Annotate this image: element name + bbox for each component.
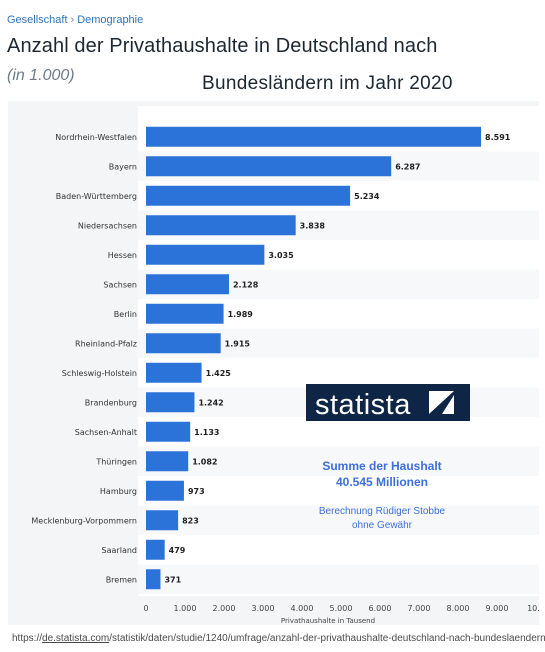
breadcrumb-link-gesellschaft[interactable]: Gesellschaft	[7, 14, 68, 26]
data-label: 1.242	[198, 398, 223, 407]
x-tick-label: 8.000	[447, 604, 470, 613]
data-label: 5.234	[354, 192, 380, 201]
breadcrumb-separator: ›	[70, 14, 75, 26]
sum-annotation-line1: Summe der Haushalt	[322, 459, 441, 473]
bar	[146, 480, 184, 501]
bar	[146, 451, 189, 472]
category-label: Niedersachsen	[78, 221, 137, 230]
x-tick-label: 4.000	[291, 604, 314, 613]
category-label: Rheinland-Pfalz	[75, 339, 137, 348]
breadcrumb-link-demographie[interactable]: Demographie	[77, 14, 144, 26]
category-label: Schleswig-Holstein	[62, 369, 137, 378]
bar	[146, 244, 265, 265]
chart-unit: (in 1.000)	[7, 67, 75, 84]
category-label: Mecklenburg-Vorpommern	[31, 516, 137, 525]
bar	[146, 333, 221, 354]
bar	[146, 539, 165, 560]
x-axis-label: Privathaushalte in Tausend	[281, 617, 375, 625]
source-url[interactable]: https://de.statista.com/statistik/daten/…	[12, 633, 545, 644]
category-label: Thüringen	[95, 457, 137, 466]
x-tick-label: 0	[143, 604, 148, 613]
data-label: 1.915	[225, 339, 251, 348]
row-band	[138, 446, 539, 476]
data-label: 8.591	[485, 133, 511, 142]
url-path: /statistik/daten/studie/1240/umfrage/anz…	[109, 633, 545, 644]
data-label: 2.128	[233, 280, 259, 289]
bar	[146, 274, 229, 295]
credit-annotation-line2: ohne Gewähr	[352, 520, 413, 531]
bar	[146, 185, 351, 206]
x-tick-label: 3.000	[252, 604, 275, 613]
category-label: Berlin	[114, 310, 137, 319]
credit-annotation-line1: Berechnung Rüdiger Stobbe	[319, 506, 446, 517]
bar	[146, 421, 191, 442]
statista-logo-mark-cut	[429, 391, 454, 414]
category-label: Hessen	[108, 251, 137, 260]
data-label: 1.989	[228, 310, 254, 319]
bar-chart: Nordrhein-Westfalen 8.591 Bayern 6.287 Baden…	[31, 106, 539, 625]
breadcrumb: Gesellschaft › Demographie	[7, 14, 143, 26]
data-label: 823	[182, 516, 199, 525]
bar	[146, 156, 392, 177]
category-label: Brandenburg	[85, 398, 137, 407]
chart-title-line2: Bundesländern im Jahr 2020	[202, 73, 453, 94]
category-label: Bayern	[109, 162, 137, 171]
category-label: Saarland	[102, 546, 137, 555]
data-label: 371	[164, 575, 181, 584]
category-label: Sachsen	[103, 280, 137, 289]
bar	[146, 215, 296, 236]
x-tick-label: 6.000	[369, 604, 392, 613]
chart-title: Anzahl der Privathaushalte in Deutschlan…	[7, 35, 438, 57]
x-tick-label: 5.000	[330, 604, 353, 613]
x-tick-label: 1.000	[174, 604, 197, 613]
data-label: 1.082	[192, 457, 217, 466]
data-label: 1.133	[194, 428, 219, 437]
bar	[146, 569, 161, 590]
bar	[146, 362, 202, 383]
data-label: 3.035	[268, 251, 294, 260]
category-label: Hamburg	[100, 487, 137, 496]
data-label: 1.425	[206, 369, 232, 378]
data-label: 479	[169, 546, 186, 555]
bar	[146, 126, 482, 147]
category-label: Nordrhein-Westfalen	[55, 133, 137, 142]
row-band	[138, 564, 539, 594]
x-tick-label: 9.000	[486, 604, 509, 613]
chart-panel: Nordrhein-Westfalen 8.591 Bayern 6.287 Baden…	[8, 101, 539, 625]
row-band	[138, 505, 539, 535]
x-tick-label: 10...	[527, 604, 539, 613]
url-domain: de.statista.com	[42, 633, 110, 644]
x-tick-label: 7.000	[408, 604, 431, 613]
sum-annotation-line2: 40.545 Millionen	[336, 475, 428, 489]
statista-logo-text: statista	[315, 389, 411, 421]
category-label: Sachsen-Anhalt	[75, 428, 137, 437]
bar	[146, 392, 195, 413]
category-label: Bremen	[106, 575, 137, 584]
data-label: 3.838	[300, 221, 326, 230]
bar	[146, 303, 224, 324]
data-label: 6.287	[395, 162, 420, 171]
category-label: Baden-Württemberg	[56, 192, 137, 201]
bar	[146, 510, 179, 531]
data-label: 973	[188, 487, 205, 496]
x-tick-label: 2.000	[213, 604, 236, 613]
url-prefix: https://	[12, 633, 43, 644]
